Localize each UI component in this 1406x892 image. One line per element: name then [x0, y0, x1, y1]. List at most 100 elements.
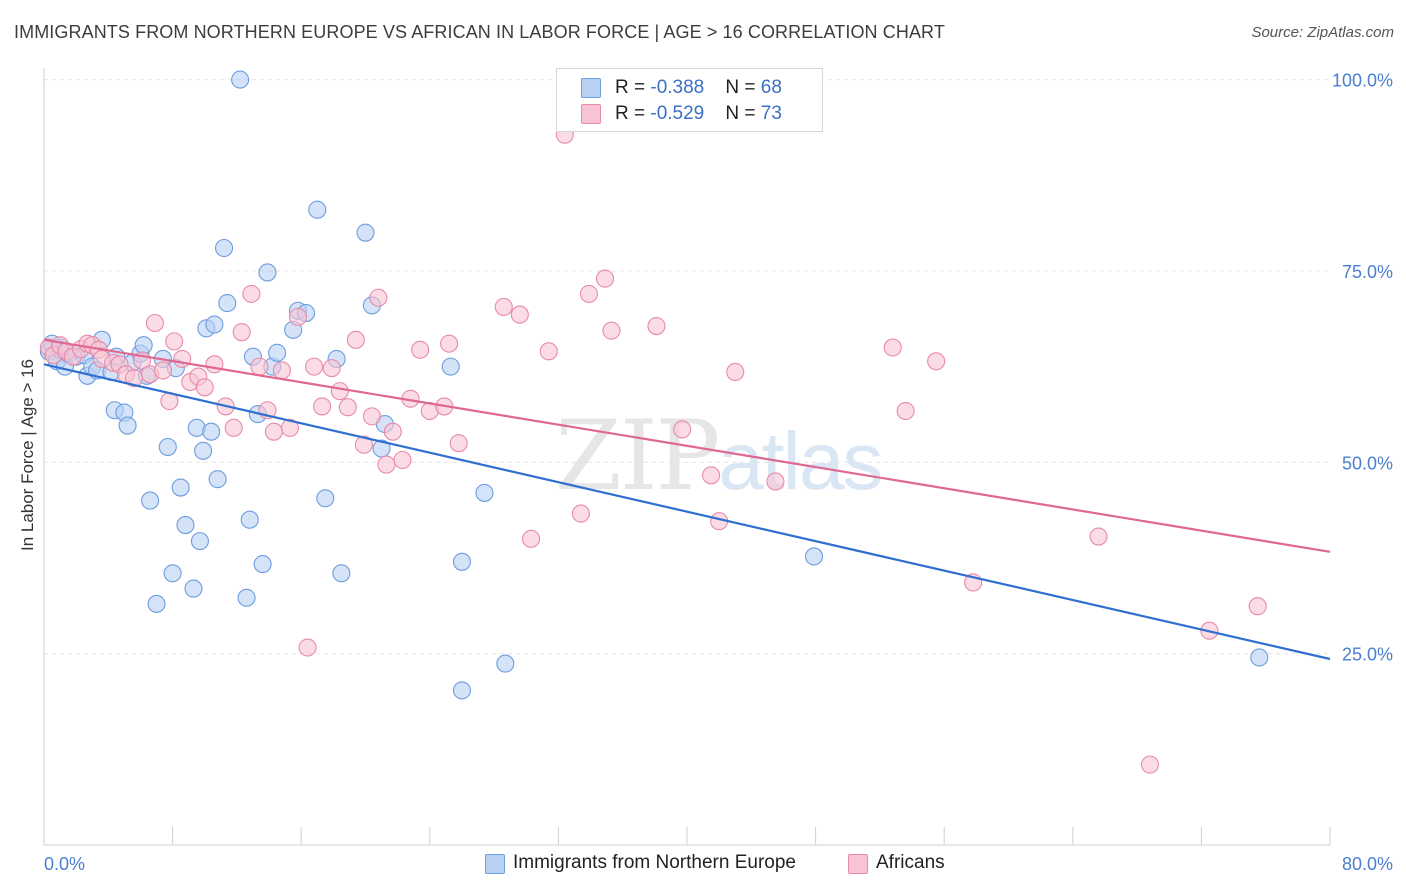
y-tick-label: 25.0%	[1342, 645, 1393, 665]
data-point	[452, 681, 472, 700]
data-point	[195, 378, 214, 397]
watermark-atlas: atlas	[718, 416, 883, 507]
data-point	[258, 263, 277, 282]
axes	[43, 68, 1331, 846]
data-point	[356, 223, 375, 242]
data-point	[441, 357, 460, 376]
data-point	[313, 397, 332, 416]
data-point	[205, 315, 224, 334]
data-point	[242, 284, 261, 303]
trend-lines	[43, 338, 1331, 661]
data-point	[171, 478, 190, 497]
legend-n-value: 73	[760, 103, 782, 124]
bottom-legend-swatch-pink	[848, 854, 868, 874]
data-point	[288, 307, 308, 326]
data-point	[1250, 648, 1269, 667]
data-point	[147, 594, 166, 613]
data-point	[927, 352, 946, 371]
trend-line-africans	[43, 338, 1331, 553]
data-point	[673, 420, 692, 439]
data-point	[1248, 597, 1267, 616]
data-point	[647, 317, 666, 336]
data-point	[496, 654, 515, 673]
data-point	[494, 297, 513, 316]
data-point	[298, 638, 317, 657]
data-point	[522, 529, 541, 548]
data-point	[539, 342, 558, 361]
data-point	[579, 284, 598, 303]
data-point	[280, 418, 299, 437]
data-point	[268, 343, 287, 362]
data-point	[224, 418, 243, 437]
trend-line-northern-europe	[43, 363, 1331, 661]
data-point	[118, 416, 137, 435]
data-point	[362, 407, 381, 426]
data-point	[475, 483, 494, 502]
y-tick-label: 75.0%	[1342, 262, 1393, 282]
data-point	[726, 362, 745, 382]
data-point	[354, 435, 373, 454]
data-point	[440, 334, 459, 353]
bottom-legend-label: Immigrants from Northern Europe	[513, 852, 796, 873]
data-point	[1089, 527, 1108, 546]
data-point	[253, 555, 272, 574]
y-tick-label: 100.0%	[1332, 71, 1393, 91]
data-point	[369, 288, 388, 307]
data-point	[272, 361, 291, 380]
legend-n-label: N =	[725, 77, 761, 98]
watermark-zip: ZIP	[555, 400, 720, 512]
data-point	[202, 422, 221, 441]
data-point	[804, 547, 824, 566]
data-point	[332, 564, 351, 583]
data-point	[145, 313, 164, 333]
data-point	[393, 450, 412, 470]
data-point	[134, 336, 153, 355]
legend-swatch-blue	[581, 78, 601, 98]
bottom-legend-label: Africans	[876, 852, 945, 873]
data-point	[250, 357, 269, 376]
data-point	[264, 422, 283, 441]
data-point	[571, 504, 590, 523]
legend-swatch-pink	[581, 104, 601, 124]
tick-labels: 25.0% 50.0% 75.0% 100.0% 0.0% 80.0%	[44, 71, 1393, 874]
data-point	[158, 437, 177, 457]
grid-lines	[44, 79, 1330, 655]
data-point	[411, 340, 430, 359]
legend-r-value: -0.388	[650, 77, 705, 98]
data-point	[322, 359, 341, 378]
data-point	[190, 532, 209, 551]
data-point	[330, 382, 349, 401]
data-point	[308, 200, 327, 219]
data-point	[184, 579, 203, 598]
data-point	[1140, 755, 1160, 774]
legend-n-label: N =	[725, 103, 761, 124]
data-point	[208, 470, 227, 489]
legend-r-label: R =	[615, 77, 651, 98]
watermark: ZIPatlas	[555, 400, 883, 512]
data-point	[377, 455, 396, 474]
data-point	[214, 238, 234, 258]
legend-r-value: -0.529	[650, 103, 705, 124]
data-point	[240, 510, 259, 529]
y-tick-label: 50.0%	[1342, 453, 1393, 473]
data-point	[163, 564, 182, 583]
data-point	[896, 401, 915, 421]
data-point	[231, 70, 250, 89]
legend-r-label: R =	[615, 103, 651, 124]
x-tick-label-min: 0.0%	[44, 854, 85, 874]
x-tick-label-max: 80.0%	[1342, 854, 1393, 874]
y-axis-label: In Labor Force | Age > 16	[18, 358, 37, 552]
bottom-legend-swatch-blue	[485, 854, 505, 874]
data-point	[346, 330, 365, 349]
data-point	[173, 349, 192, 369]
data-point	[338, 398, 357, 417]
data-point	[595, 269, 615, 288]
data-point	[449, 434, 468, 453]
data-point	[702, 466, 721, 485]
series-africans-points	[39, 125, 1267, 774]
source-label: Source: ZipAtlas.com	[1251, 24, 1394, 41]
data-point	[316, 489, 335, 508]
data-point	[883, 338, 902, 357]
data-point	[141, 491, 160, 510]
data-point	[305, 357, 324, 376]
